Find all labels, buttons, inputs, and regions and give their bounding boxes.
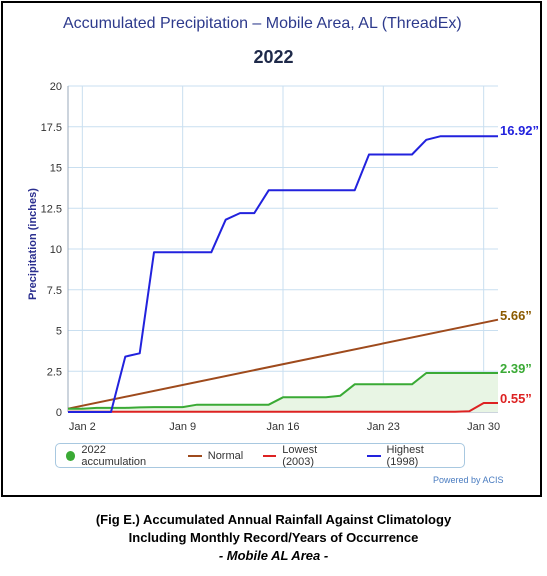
legend-accumulation-label: 2022 accumulation <box>81 443 147 468</box>
x-tick-label: Jan 9 <box>169 421 196 433</box>
series-line-normal <box>67 318 499 410</box>
highest-end-label: 16.92” <box>500 123 540 138</box>
lowest-end-label: 0.55” <box>500 391 532 406</box>
legend-item-lowest[interactable]: Lowest (2003) <box>263 444 347 468</box>
normal-end-label: 5.66” <box>500 308 532 323</box>
series-line-highest <box>68 135 498 413</box>
x-tick-label: Jan 2 <box>69 421 96 433</box>
legend-normal-label: Normal <box>207 449 244 462</box>
x-tick-label: Jan 23 <box>367 421 400 433</box>
series-line-lowest <box>68 402 498 413</box>
y-tick-label: 7.5 <box>47 285 62 297</box>
legend-item-highest[interactable]: Highest (1998) <box>367 444 454 468</box>
chart-frame: Accumulated Precipitation – Mobile Area,… <box>1 1 542 497</box>
caption-line-3: - Mobile AL Area - <box>218 548 329 563</box>
series-line-accumulation <box>68 372 498 410</box>
plot-area: 0 2.5 5 7.5 10 12.5 15 17.5 20 Jan 2 Jan 9 Jan 16 Ja… <box>41 81 501 433</box>
legend: 2022 accumulation Normal Lowest (2003) H… <box>55 443 465 468</box>
legend-highest-label: Highest (1998) <box>386 443 424 468</box>
y-tick-label: 2.5 <box>47 366 62 378</box>
accumulation-end-label: 2.39” <box>500 361 532 376</box>
x-tick-label: Jan 16 <box>266 421 299 433</box>
legend-item-accumulation[interactable]: 2022 accumulation <box>66 444 168 468</box>
chart-subtitle-year: 2022 <box>253 47 294 67</box>
legend-normal-line-icon <box>187 454 202 457</box>
caption-line-1: (Fig E.) Accumulated Annual Rainfall Aga… <box>95 512 452 527</box>
legend-accumulation-dot-icon <box>66 450 76 461</box>
caption-line-2: Including Monthly Record/Years of Occurr… <box>128 530 419 545</box>
y-tick-label: 5 <box>56 326 62 338</box>
powered-by-link[interactable]: Powered by ACIS <box>433 475 504 485</box>
y-tick-label: 17.5 <box>41 122 62 134</box>
legend-item-normal[interactable]: Normal <box>187 449 244 462</box>
chart-title: Accumulated Precipitation – Mobile Area,… <box>63 15 462 32</box>
y-tick-label: 15 <box>50 163 62 175</box>
y-tick-label: 12.5 <box>41 203 62 215</box>
y-tick-label: 0 <box>56 407 62 419</box>
x-tick-label: Jan 30 <box>467 421 500 433</box>
y-tick-label: 20 <box>50 81 62 93</box>
accumulation-area-fill <box>68 373 498 412</box>
legend-lowest-label: Lowest (2003) <box>282 443 318 468</box>
y-tick-label: 10 <box>50 244 62 256</box>
legend-lowest-line-icon <box>263 454 277 457</box>
legend-highest-line-icon <box>367 454 381 457</box>
